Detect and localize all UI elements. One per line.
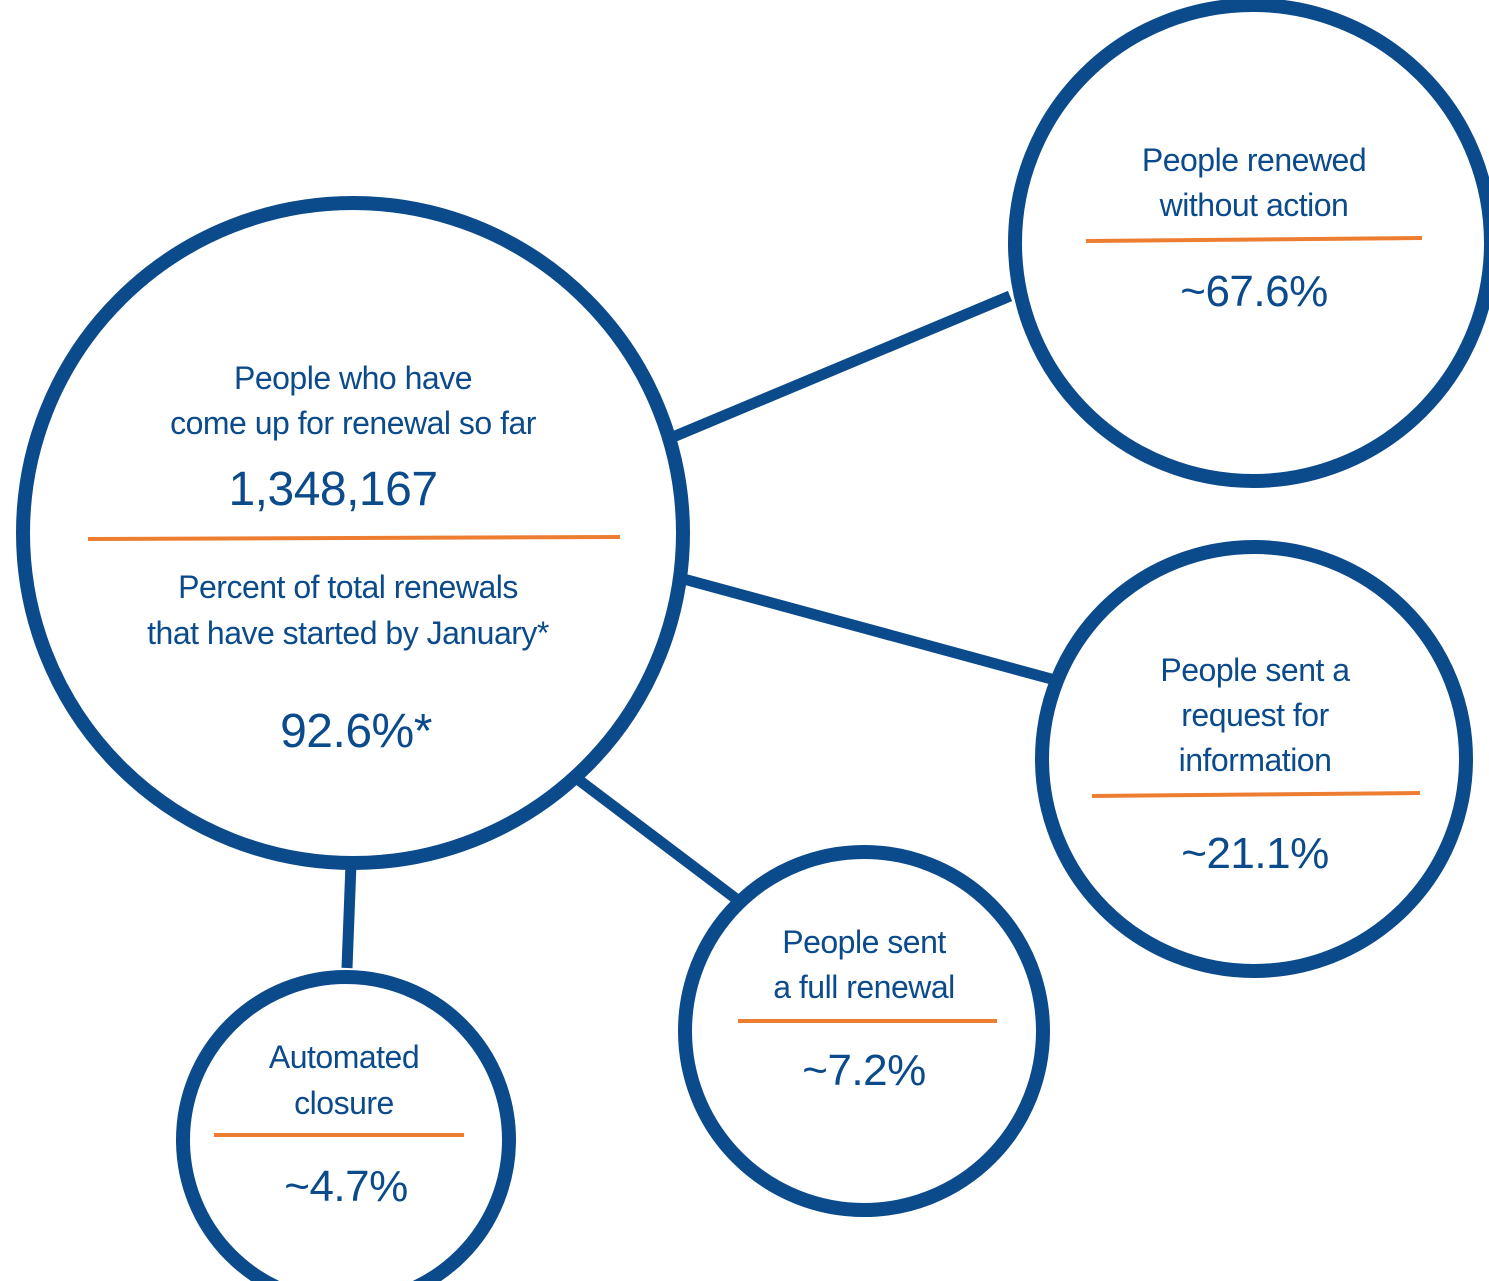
hub-pct-value: 92.6%* [280,705,432,758]
rfi-label-line2: request for [1181,697,1329,733]
connector-renewed [670,290,1013,443]
rfi-label-line1: People sent a [1160,652,1350,688]
closure-circle [176,970,516,1281]
rfi-circle [1035,540,1473,978]
renewed-label-line2: without action [1159,187,1349,223]
full-renewal-label-line2: a full renewal [773,969,955,1005]
closure-label-line2: closure [294,1085,394,1121]
hub-circle [16,196,690,870]
renewed-divider [1085,236,1423,243]
hub-label-line1: People who have [233,360,473,396]
rfi-divider [1091,791,1421,798]
hub-pct-label-line2: that have started by January* [147,615,549,651]
connector-rfi [678,572,1057,686]
renewed-circle [1008,0,1489,488]
full-renewal-circle [678,845,1050,1217]
hub-divider [87,535,621,541]
rfi-label-line3: information [1178,742,1332,778]
full-renewal-value: ~7.2% [802,1046,926,1095]
closure-value: ~4.7% [284,1162,408,1211]
full-renewal-label-line1: People sent [782,924,946,960]
hub-count: 1,348,167 [228,463,438,516]
hub-pct-label-line1: Percent of total renewals [178,569,518,605]
hub-label-line2: come up for renewal so far [170,405,536,441]
renewed-value: ~67.6% [1180,267,1328,316]
connector-full-renewal [559,763,739,903]
renewed-label-line1: People renewed [1141,142,1367,178]
closure-label-line1: Automated [268,1039,420,1075]
rfi-value: ~21.1% [1181,829,1329,878]
